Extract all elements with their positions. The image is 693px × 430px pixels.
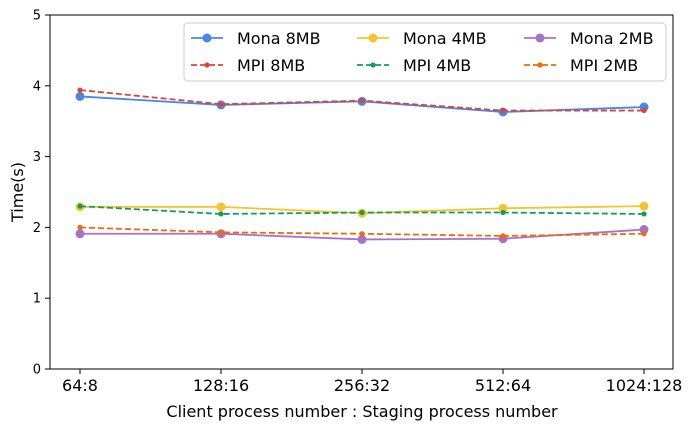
series-mpi-8mb (77, 87, 647, 114)
data-point (500, 209, 506, 216)
legend-label: Mona 8MB (237, 29, 321, 48)
y-tick-label: 3 (33, 150, 41, 165)
data-point (77, 203, 83, 209)
y-tick-label: 0 (33, 363, 41, 378)
x-tick-label: 256:32 (334, 376, 390, 395)
data-point (218, 101, 224, 107)
y-axis-label: Time(s) (8, 162, 27, 223)
legend-swatch-marker (204, 62, 210, 68)
legend-label: MPI 4MB (403, 56, 471, 75)
data-point (641, 107, 647, 114)
legend-item: MPI 4MB (357, 56, 471, 75)
x-tick-label: 1024:128 (606, 376, 683, 395)
data-point (75, 229, 85, 239)
data-point (500, 107, 506, 114)
series-mpi-4mb (77, 203, 647, 217)
data-point (216, 202, 226, 212)
x-axis: 64:8 128:16 256:32 512:64 1024:128 (62, 369, 682, 395)
data-point (641, 231, 647, 237)
legend-item: Mona 4MB (357, 29, 487, 48)
legend-label: MPI 8MB (237, 56, 305, 75)
data-point (357, 234, 367, 244)
legend-label: MPI 2MB (570, 56, 638, 75)
y-axis: 0 1 2 3 4 5 (33, 9, 50, 378)
data-point (359, 209, 365, 216)
x-tick-label: 512:64 (475, 376, 531, 395)
data-point (218, 229, 224, 235)
legend-label: Mona 2MB (570, 29, 654, 48)
x-tick-label: 128:16 (193, 376, 249, 395)
data-point (500, 233, 506, 239)
data-point (77, 87, 83, 93)
data-point (77, 224, 83, 230)
y-tick-label: 5 (33, 9, 41, 24)
x-axis-label: Client process number : Staging process … (166, 402, 558, 421)
x-tick-label: 64:8 (62, 376, 98, 395)
series-layer (75, 87, 649, 244)
legend-swatch-marker (368, 33, 378, 43)
legend-swatch-marker (537, 62, 543, 68)
legend-item: MPI 2MB (524, 56, 638, 75)
data-point (641, 211, 647, 217)
legend: Mona 8MB MPI 8MB Mona 4MB MPI 4MB Mona 2MB MP… (183, 22, 667, 82)
legend-label: Mona 4MB (403, 29, 487, 48)
series-mpi-2mb (77, 224, 647, 239)
legend-swatch-marker (535, 33, 545, 43)
data-point (359, 98, 365, 104)
legend-item: Mona 8MB (191, 29, 321, 48)
data-point (639, 225, 649, 235)
data-point (639, 201, 649, 211)
data-point (359, 231, 365, 237)
data-point (75, 91, 85, 101)
y-tick-label: 2 (33, 221, 41, 236)
data-point (498, 203, 508, 213)
y-tick-label: 4 (33, 79, 41, 94)
y-tick-label: 1 (33, 292, 41, 307)
legend-swatch-marker (202, 33, 212, 43)
legend-item: MPI 8MB (191, 56, 305, 75)
legend-swatch-marker (370, 62, 376, 68)
data-point (218, 211, 224, 217)
legend-item: Mona 2MB (524, 29, 654, 48)
